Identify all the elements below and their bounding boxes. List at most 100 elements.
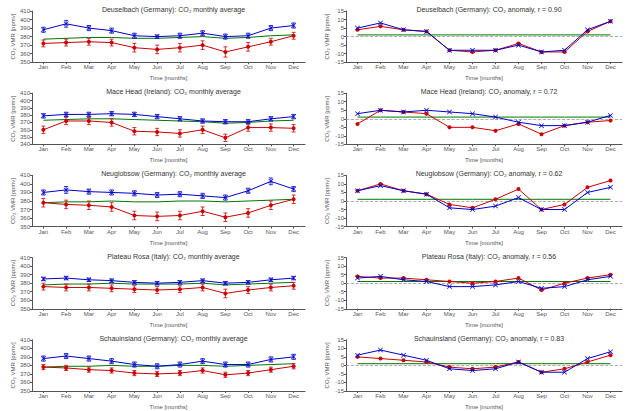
svg-text:CO₂ VMR [ppmv]: CO₂ VMR [ppmv] bbox=[324, 178, 330, 224]
svg-text:350: 350 bbox=[20, 224, 31, 230]
svg-text:Mar: Mar bbox=[398, 64, 408, 70]
svg-text:Sep: Sep bbox=[536, 229, 547, 235]
svg-text:Jul: Jul bbox=[176, 393, 184, 399]
svg-text:-15: -15 bbox=[335, 388, 344, 394]
svg-text:Feb: Feb bbox=[61, 229, 72, 235]
svg-text:Feb: Feb bbox=[61, 64, 72, 70]
svg-text:0: 0 bbox=[341, 362, 345, 368]
svg-text:410: 410 bbox=[20, 90, 31, 96]
svg-text:370: 370 bbox=[20, 119, 31, 125]
svg-text:Apr: Apr bbox=[107, 311, 116, 317]
svg-text:Schauinsland (Germany): CO₂ mo: Schauinsland (Germany): CO₂ monthly aver… bbox=[99, 335, 247, 343]
svg-text:May: May bbox=[444, 229, 455, 235]
svg-text:Mar: Mar bbox=[84, 229, 94, 235]
svg-text:Jan: Jan bbox=[39, 229, 49, 235]
svg-text:Jun: Jun bbox=[152, 229, 162, 235]
svg-text:380: 380 bbox=[20, 112, 31, 118]
svg-text:Neuglobsow (Germany): CO₂ mont: Neuglobsow (Germany): CO₂ monthly averag… bbox=[101, 170, 246, 178]
svg-text:Jul: Jul bbox=[176, 229, 184, 235]
svg-text:Apr: Apr bbox=[422, 229, 431, 235]
svg-text:Jun: Jun bbox=[152, 393, 162, 399]
svg-text:Mar: Mar bbox=[398, 311, 408, 317]
svg-text:Mar: Mar bbox=[398, 393, 408, 399]
svg-text:CO₂ VMR [ppmv]: CO₂ VMR [ppmv] bbox=[10, 178, 16, 224]
svg-text:Oct: Oct bbox=[560, 229, 570, 235]
svg-text:Jun: Jun bbox=[468, 229, 478, 235]
svg-text:10: 10 bbox=[337, 17, 344, 23]
svg-text:Nov: Nov bbox=[582, 393, 593, 399]
svg-text:May: May bbox=[129, 64, 140, 70]
svg-text:Mar: Mar bbox=[84, 146, 94, 152]
svg-text:-5: -5 bbox=[339, 42, 345, 48]
svg-text:May: May bbox=[129, 146, 140, 152]
svg-text:Dec: Dec bbox=[288, 229, 299, 235]
svg-text:Sep: Sep bbox=[536, 311, 547, 317]
svg-text:390: 390 bbox=[20, 25, 31, 31]
svg-text:400: 400 bbox=[20, 345, 31, 351]
svg-text:400: 400 bbox=[20, 263, 31, 269]
svg-text:Dec: Dec bbox=[605, 64, 616, 70]
svg-text:May: May bbox=[444, 311, 455, 317]
svg-text:Aug: Aug bbox=[197, 311, 208, 317]
svg-text:-10: -10 bbox=[335, 215, 344, 221]
svg-text:Oct: Oct bbox=[243, 311, 253, 317]
svg-text:Jul: Jul bbox=[176, 146, 184, 152]
svg-text:360: 360 bbox=[20, 379, 31, 385]
svg-text:10: 10 bbox=[337, 345, 344, 351]
svg-text:Jun: Jun bbox=[468, 311, 478, 317]
svg-text:May: May bbox=[129, 311, 140, 317]
svg-text:Time [months]: Time [months] bbox=[150, 75, 188, 81]
svg-text:Sep: Sep bbox=[536, 146, 547, 152]
svg-text:380: 380 bbox=[20, 34, 31, 40]
svg-text:Plateau Rosa (Italy): CO₂ anom: Plateau Rosa (Italy): CO₂ anomaly, r = 0… bbox=[422, 253, 556, 261]
svg-text:Deuselbach (Germany): CO₂ mont: Deuselbach (Germany): CO₂ monthly averag… bbox=[102, 6, 245, 14]
svg-text:Aug: Aug bbox=[197, 229, 208, 235]
svg-text:Feb: Feb bbox=[375, 311, 386, 317]
svg-text:CO₂ VMR [ppmv]: CO₂ VMR [ppmv] bbox=[10, 13, 16, 59]
svg-text:Time [months]: Time [months] bbox=[150, 404, 188, 410]
svg-text:Time [months]: Time [months] bbox=[465, 404, 503, 410]
svg-text:360: 360 bbox=[20, 297, 31, 303]
svg-text:10: 10 bbox=[337, 99, 344, 105]
svg-text:Feb: Feb bbox=[375, 146, 386, 152]
svg-text:Feb: Feb bbox=[375, 393, 386, 399]
svg-text:15: 15 bbox=[337, 337, 344, 343]
svg-text:Oct: Oct bbox=[560, 393, 570, 399]
svg-text:Oct: Oct bbox=[243, 229, 253, 235]
svg-text:410: 410 bbox=[20, 8, 31, 14]
svg-text:400: 400 bbox=[20, 181, 31, 187]
svg-text:400: 400 bbox=[20, 98, 31, 104]
svg-text:Dec: Dec bbox=[288, 393, 299, 399]
svg-text:Nov: Nov bbox=[266, 146, 277, 152]
svg-text:CO₂ VMR [ppmv]: CO₂ VMR [ppmv] bbox=[324, 260, 330, 306]
svg-text:410: 410 bbox=[20, 255, 31, 261]
svg-text:Sep: Sep bbox=[220, 311, 231, 317]
svg-text:0: 0 bbox=[341, 116, 345, 122]
svg-text:CO₂ VMR [ppmv]: CO₂ VMR [ppmv] bbox=[10, 260, 16, 306]
svg-text:Nov: Nov bbox=[582, 229, 593, 235]
svg-text:-10: -10 bbox=[335, 51, 344, 57]
svg-text:380: 380 bbox=[20, 362, 31, 368]
svg-text:370: 370 bbox=[20, 207, 31, 213]
svg-text:Nov: Nov bbox=[582, 311, 593, 317]
svg-text:Apr: Apr bbox=[107, 64, 116, 70]
svg-text:Apr: Apr bbox=[422, 64, 431, 70]
svg-text:May: May bbox=[444, 393, 455, 399]
svg-text:Oct: Oct bbox=[560, 311, 570, 317]
svg-text:Time [months]: Time [months] bbox=[465, 240, 503, 246]
svg-text:Jan: Jan bbox=[353, 393, 363, 399]
svg-text:Feb: Feb bbox=[61, 311, 72, 317]
svg-text:Jun: Jun bbox=[152, 311, 162, 317]
svg-text:Apr: Apr bbox=[422, 146, 431, 152]
svg-text:Apr: Apr bbox=[107, 393, 116, 399]
svg-text:Oct: Oct bbox=[560, 64, 570, 70]
svg-text:CO₂ VMR [ppmv]: CO₂ VMR [ppmv] bbox=[10, 342, 16, 388]
svg-text:370: 370 bbox=[20, 289, 31, 295]
svg-text:Nov: Nov bbox=[266, 311, 277, 317]
svg-text:-5: -5 bbox=[339, 289, 345, 295]
svg-text:Dec: Dec bbox=[605, 311, 616, 317]
svg-text:Sep: Sep bbox=[220, 393, 231, 399]
svg-text:Plateau Rosa (Italy): CO₂ mont: Plateau Rosa (Italy): CO₂ monthly averag… bbox=[107, 253, 239, 261]
svg-text:0: 0 bbox=[341, 198, 345, 204]
svg-text:Jul: Jul bbox=[176, 64, 184, 70]
